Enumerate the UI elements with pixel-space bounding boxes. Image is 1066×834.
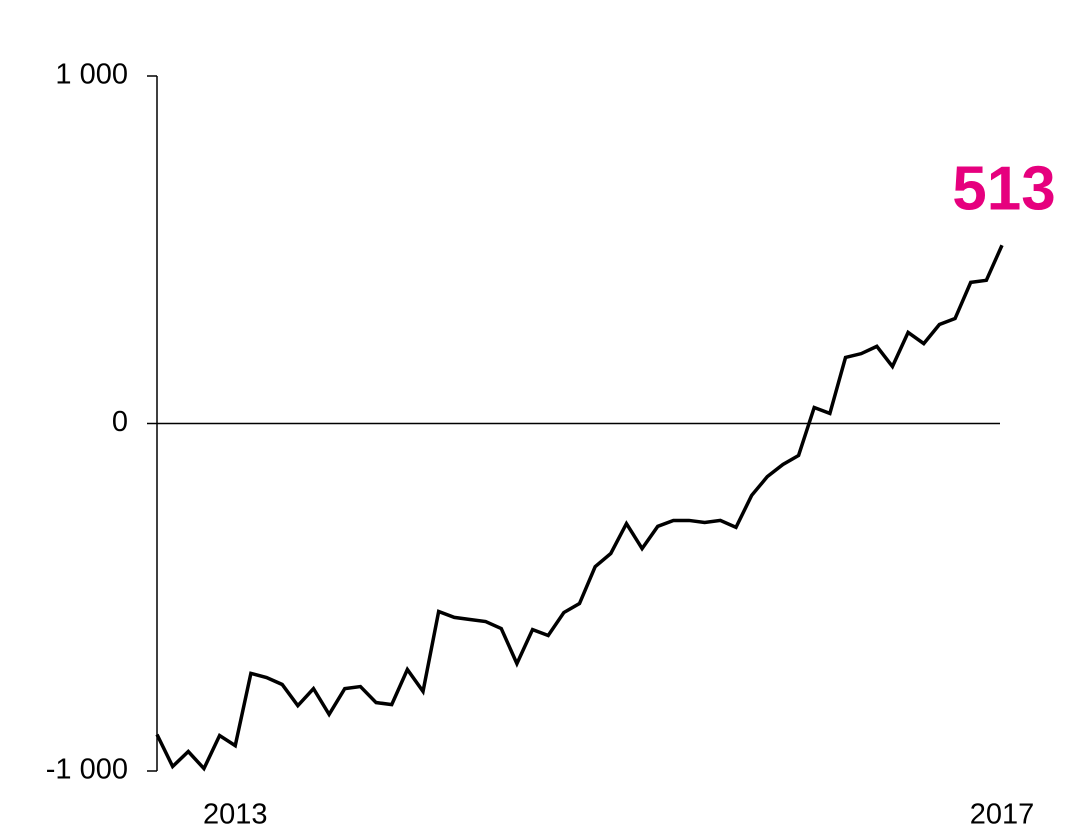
y-tick-label: 1 000 (55, 59, 128, 91)
y-tick-label: 0 (112, 406, 128, 438)
line (155, 244, 1004, 772)
y-tick-label: -1 000 (46, 754, 128, 786)
x-tick-label: 2017 (970, 799, 1035, 831)
value-label: 513 (952, 155, 1055, 224)
x-tick-label: 2013 (203, 799, 268, 831)
